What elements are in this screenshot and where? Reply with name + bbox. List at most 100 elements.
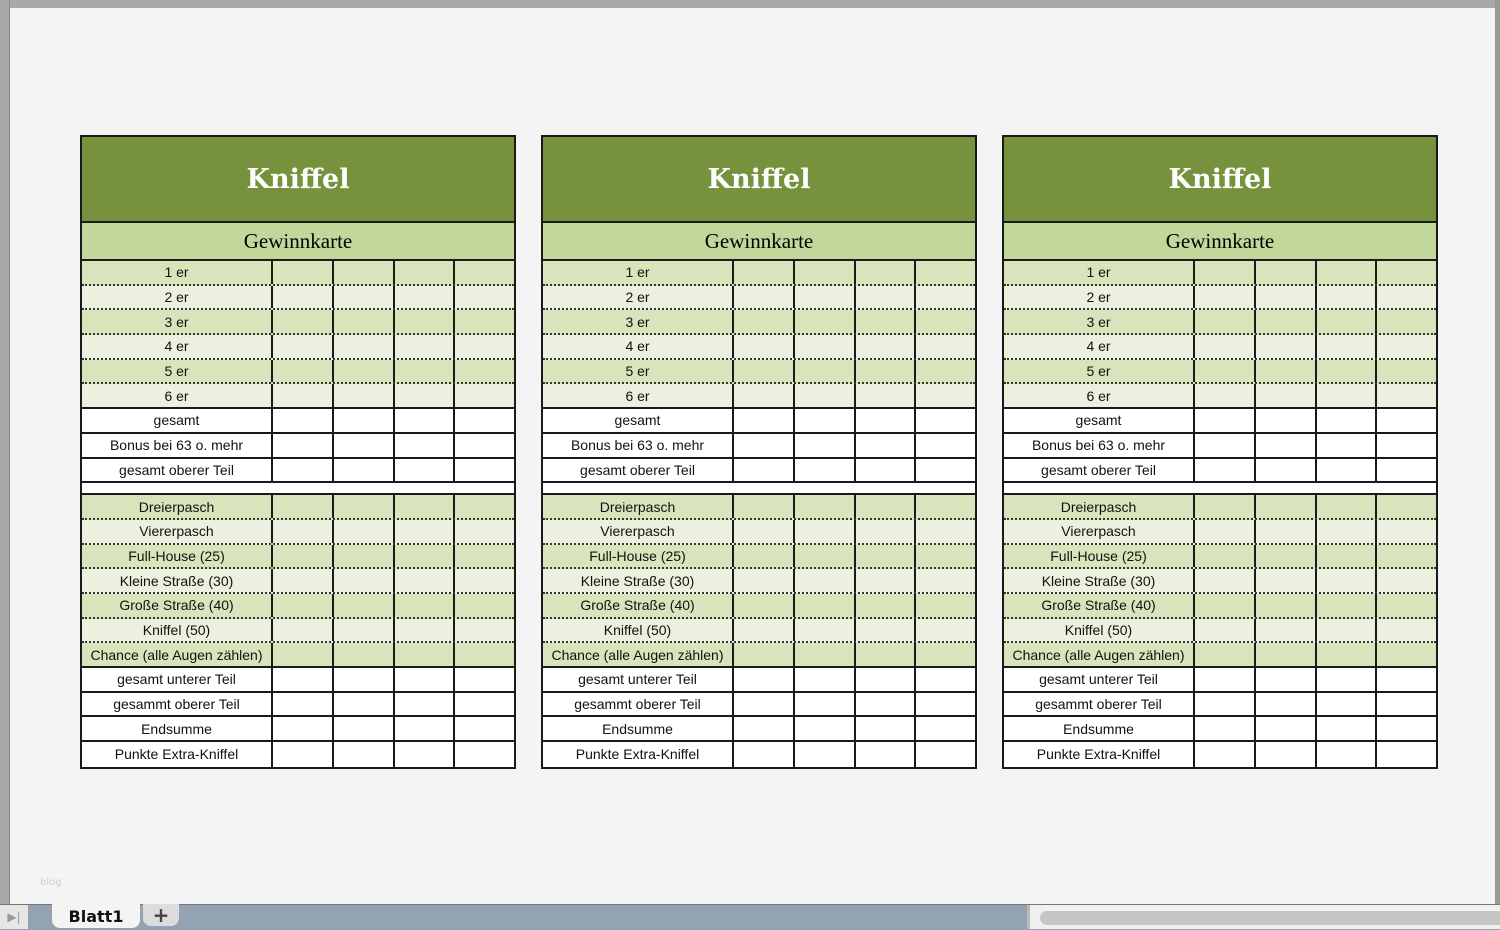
score-cell[interactable] — [856, 335, 917, 358]
score-cell[interactable] — [795, 458, 856, 482]
score-cell[interactable] — [455, 261, 514, 284]
score-cell[interactable] — [455, 569, 514, 592]
score-cell[interactable] — [1195, 285, 1256, 309]
score-cell[interactable] — [334, 717, 395, 741]
score-cell[interactable] — [1377, 545, 1436, 568]
score-cell[interactable] — [1317, 668, 1378, 691]
score-cell[interactable] — [1377, 643, 1436, 666]
score-cell[interactable] — [734, 285, 795, 309]
score-cell[interactable] — [734, 359, 795, 383]
score-cell[interactable] — [856, 310, 917, 334]
score-cell[interactable] — [1195, 618, 1256, 642]
score-cell[interactable] — [1317, 310, 1378, 334]
score-cell[interactable] — [273, 692, 334, 716]
score-cell[interactable] — [856, 433, 917, 457]
score-cell[interactable] — [1317, 544, 1378, 568]
score-cell[interactable] — [856, 495, 917, 518]
score-cell[interactable] — [856, 643, 917, 666]
score-cell[interactable] — [334, 384, 395, 408]
score-cell[interactable] — [334, 544, 395, 568]
score-cell[interactable] — [273, 717, 334, 741]
score-cell[interactable] — [1317, 643, 1378, 666]
score-cell[interactable] — [1256, 335, 1317, 358]
score-cell[interactable] — [334, 458, 395, 482]
score-cell[interactable] — [1377, 335, 1436, 358]
score-cell[interactable] — [795, 544, 856, 568]
score-cell[interactable] — [334, 359, 395, 383]
score-cell[interactable] — [734, 643, 795, 666]
score-cell[interactable] — [1256, 384, 1317, 408]
score-cell[interactable] — [1377, 261, 1436, 284]
score-cell[interactable] — [334, 742, 395, 767]
score-cell[interactable] — [1195, 519, 1256, 543]
score-cell[interactable] — [273, 618, 334, 642]
score-cell[interactable] — [1256, 717, 1317, 741]
score-cell[interactable] — [455, 717, 514, 740]
score-cell[interactable] — [1195, 569, 1256, 592]
score-cell[interactable] — [795, 668, 856, 691]
score-cell[interactable] — [916, 335, 975, 358]
score-cell[interactable] — [1377, 360, 1436, 383]
score-cell[interactable] — [334, 618, 395, 642]
score-cell[interactable] — [1256, 593, 1317, 617]
score-cell[interactable] — [1377, 520, 1436, 543]
score-cell[interactable] — [334, 519, 395, 543]
score-cell[interactable] — [856, 519, 917, 543]
score-cell[interactable] — [1377, 310, 1436, 333]
score-cell[interactable] — [334, 310, 395, 334]
score-cell[interactable] — [395, 692, 456, 716]
score-cell[interactable] — [1377, 717, 1436, 740]
score-cell[interactable] — [395, 643, 456, 666]
score-cell[interactable] — [1195, 359, 1256, 383]
score-cell[interactable] — [273, 384, 334, 408]
score-cell[interactable] — [1317, 593, 1378, 617]
score-cell[interactable] — [795, 495, 856, 518]
score-cell[interactable] — [273, 310, 334, 334]
score-cell[interactable] — [455, 360, 514, 383]
score-cell[interactable] — [1195, 668, 1256, 691]
score-cell[interactable] — [916, 459, 975, 482]
score-cell[interactable] — [916, 286, 975, 309]
score-cell[interactable] — [395, 618, 456, 642]
score-cell[interactable] — [1377, 434, 1436, 457]
score-cell[interactable] — [916, 495, 975, 518]
score-cell[interactable] — [334, 261, 395, 284]
score-cell[interactable] — [395, 359, 456, 383]
score-cell[interactable] — [334, 643, 395, 666]
score-cell[interactable] — [856, 359, 917, 383]
score-cell[interactable] — [455, 459, 514, 482]
score-cell[interactable] — [395, 742, 456, 767]
score-cell[interactable] — [273, 261, 334, 284]
score-cell[interactable] — [455, 619, 514, 642]
score-cell[interactable] — [273, 519, 334, 543]
score-cell[interactable] — [1195, 495, 1256, 518]
score-cell[interactable] — [795, 742, 856, 767]
score-cell[interactable] — [395, 335, 456, 358]
score-cell[interactable] — [455, 594, 514, 617]
score-cell[interactable] — [455, 286, 514, 309]
score-cell[interactable] — [1195, 384, 1256, 408]
score-cell[interactable] — [916, 261, 975, 284]
score-cell[interactable] — [395, 717, 456, 741]
score-cell[interactable] — [334, 593, 395, 617]
score-cell[interactable] — [734, 544, 795, 568]
score-cell[interactable] — [455, 693, 514, 716]
score-cell[interactable] — [1256, 742, 1317, 767]
score-cell[interactable] — [1317, 335, 1378, 358]
score-cell[interactable] — [1317, 495, 1378, 518]
score-cell[interactable] — [1195, 593, 1256, 617]
score-cell[interactable] — [734, 384, 795, 408]
score-cell[interactable] — [334, 692, 395, 716]
score-cell[interactable] — [916, 569, 975, 592]
score-cell[interactable] — [1317, 384, 1378, 408]
score-cell[interactable] — [916, 409, 975, 432]
score-cell[interactable] — [455, 668, 514, 691]
score-cell[interactable] — [916, 545, 975, 568]
score-cell[interactable] — [795, 717, 856, 741]
score-cell[interactable] — [1256, 569, 1317, 592]
score-cell[interactable] — [1317, 717, 1378, 741]
score-cell[interactable] — [1377, 594, 1436, 617]
tab-blatt1[interactable]: Blatt1 — [52, 904, 140, 928]
score-cell[interactable] — [856, 742, 917, 767]
score-cell[interactable] — [395, 668, 456, 691]
